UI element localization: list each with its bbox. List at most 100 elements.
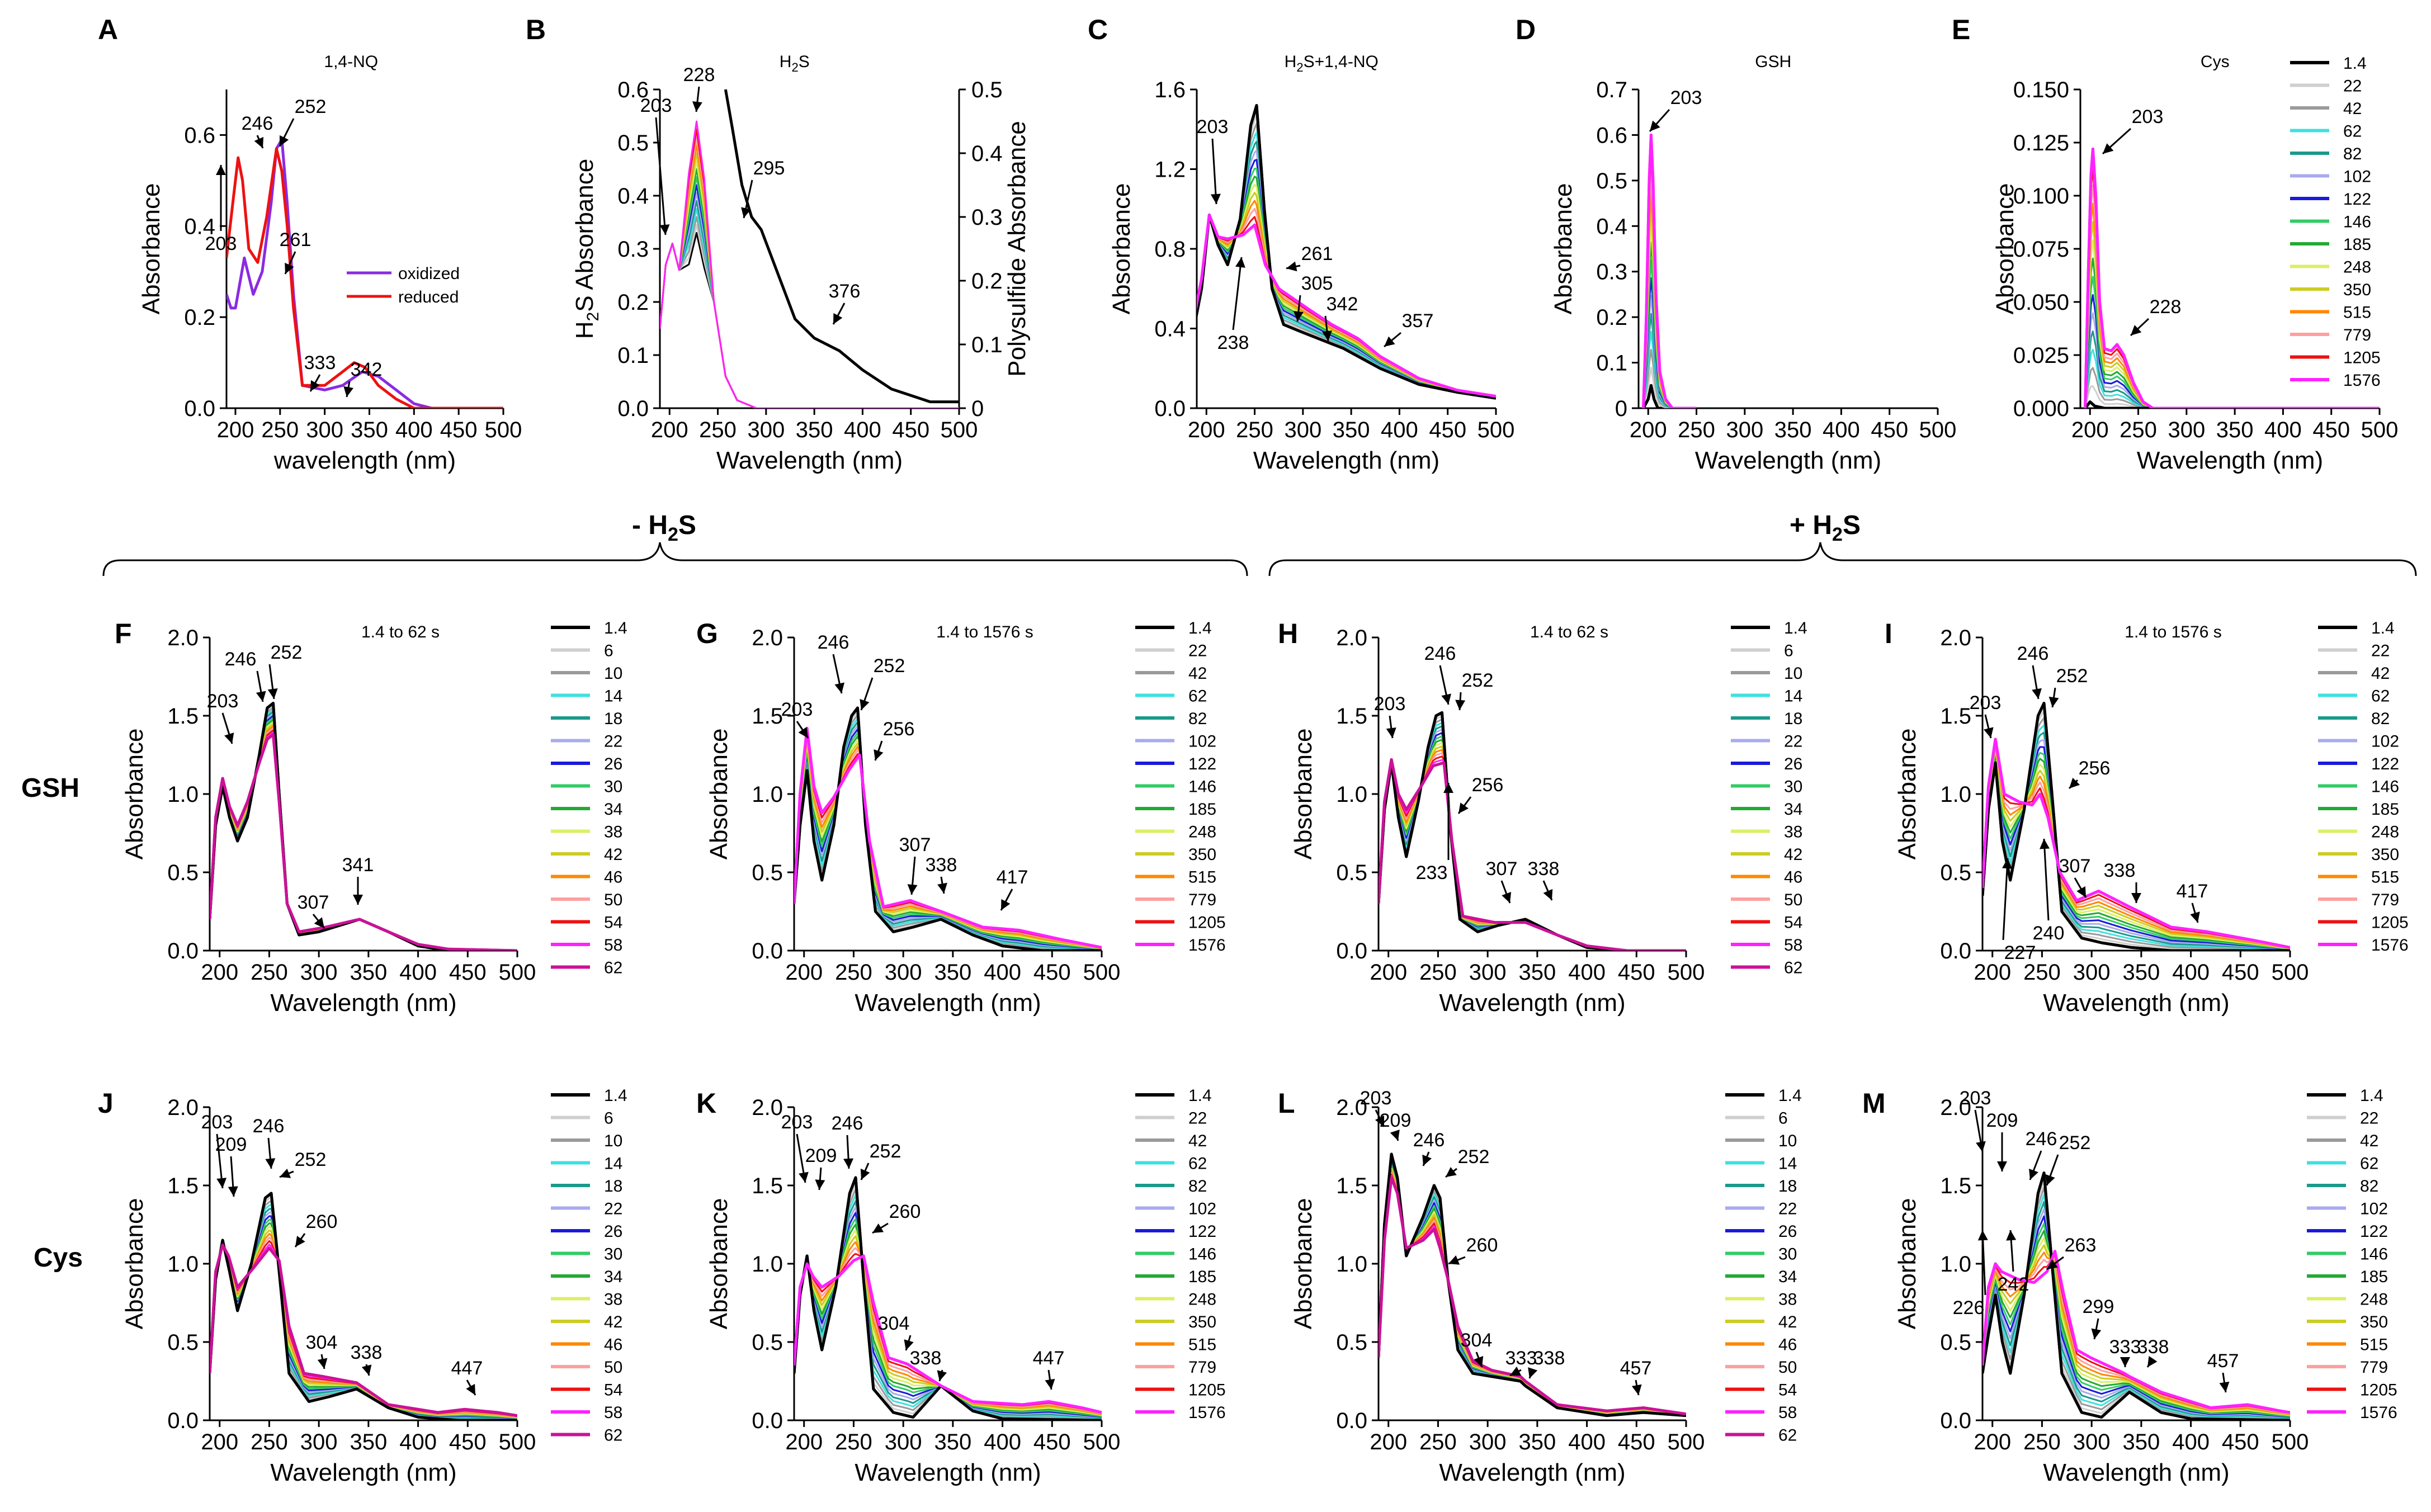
- x-tick-label: 250: [699, 418, 737, 442]
- legend-label: 82: [1188, 1177, 1207, 1196]
- annotation-label: 252: [1462, 670, 1494, 691]
- annotation-label: 447: [1033, 1348, 1065, 1369]
- legend-label: 1.4: [1188, 1086, 1212, 1105]
- annotation-label: 209: [805, 1145, 837, 1166]
- annotation-arrowhead: [2131, 893, 2141, 903]
- x-tick-label: 500: [941, 418, 978, 442]
- x-tick-label: 500: [485, 418, 522, 442]
- plot-area: [1197, 104, 1496, 400]
- legend-label: 62: [604, 959, 622, 977]
- y-tick-label: 0.5: [752, 861, 783, 885]
- x-tick-label: 400: [399, 1430, 437, 1454]
- series-line-1.4: [1379, 711, 1686, 951]
- y-tick-label: 2.0: [1336, 626, 1367, 650]
- annotation-label: 341: [342, 854, 374, 876]
- y-tick-label: 2.0: [1940, 626, 1971, 650]
- series-line-122: [794, 1212, 1102, 1418]
- legend-label: 350: [2343, 281, 2371, 299]
- annotation-arrowhead: [860, 1168, 870, 1180]
- legend-label: 26: [604, 755, 622, 773]
- annotation-label: 252: [271, 642, 303, 663]
- legend-label: 50: [604, 1358, 622, 1377]
- y-tick-label: 0.2: [1596, 305, 1627, 330]
- annotation-label: 203: [201, 1112, 233, 1133]
- annotation-arrowhead: [2076, 886, 2086, 897]
- legend-label: 1.4: [2371, 619, 2395, 637]
- x-tick-label: 200: [1974, 960, 2011, 985]
- annotation-label: 338: [1533, 1348, 1565, 1369]
- legend-label: 122: [2360, 1222, 2388, 1241]
- annotation-label: 261: [280, 229, 311, 251]
- series-line-1.4: [794, 1176, 1102, 1420]
- y-tick-label: 0.6: [1596, 123, 1627, 148]
- x-tick-label: 500: [2272, 960, 2309, 985]
- annotation-arrowhead: [1235, 257, 1245, 268]
- plot-area: [210, 702, 517, 951]
- x-tick-label: 350: [934, 1430, 971, 1454]
- y-tick-label: 1.0: [1940, 782, 1971, 807]
- series-line-1576: [794, 726, 1102, 949]
- legend-label: 1576: [2360, 1404, 2397, 1422]
- legend-label: 62: [2343, 122, 2362, 141]
- legend-label: 34: [604, 800, 622, 819]
- legend-label: 82: [2371, 710, 2390, 728]
- annotation-label: 227: [2004, 942, 2036, 963]
- legend-label: 102: [1188, 1200, 1216, 1218]
- legend-label: 122: [2343, 190, 2371, 209]
- y-tick-label: 0.0: [1336, 939, 1367, 963]
- annotation-label: 304: [1461, 1330, 1493, 1351]
- annotation-arrowhead: [2069, 777, 2080, 788]
- annotation-arrowhead: [254, 136, 264, 148]
- panel-letter-d: D: [1516, 14, 1536, 45]
- x-axis-label: Wavelength (nm): [270, 989, 456, 1017]
- plot-area: [660, 89, 959, 408]
- x-tick-label: 500: [1083, 1430, 1121, 1454]
- plot-area: [794, 706, 1102, 951]
- x-tick-label: 200: [651, 418, 688, 442]
- legend-label: 1.4: [1784, 619, 1807, 637]
- y-tick-label: 0.3: [1596, 260, 1627, 285]
- annotation-label: 246: [242, 113, 273, 134]
- annotation-label: 252: [870, 1141, 901, 1162]
- y-tick-label: 0.5: [1336, 1330, 1367, 1355]
- annotation-arrowhead: [2029, 1169, 2038, 1180]
- annotation-label: 228: [2150, 296, 2182, 318]
- annotation-label: 333: [1505, 1348, 1537, 1369]
- legend-label: 34: [1778, 1268, 1797, 1286]
- annotation-arrowhead: [1001, 899, 1011, 910]
- panel-j: J 200 250 300 350 400 450 500 0.0 0.5 1.0 1.5 2.0 Wav…: [98, 1086, 627, 1486]
- legend-label: 350: [1188, 845, 1216, 864]
- panel-d: D GSH 200 250 300 350 400 450 500 0 0.1 0.2 0.3 0.4 0.…: [1516, 14, 1956, 474]
- x-tick-label: 450: [1618, 1430, 1655, 1454]
- series-line-62: [210, 733, 517, 951]
- x-tick-label: 450: [449, 960, 487, 985]
- annotation-arrowhead: [2045, 1174, 2055, 1185]
- y-axis-label: Absorbance: [1991, 183, 2019, 315]
- annotation-arrowhead: [833, 313, 843, 324]
- x-tick-label: 350: [351, 418, 388, 442]
- annotation-arrowhead: [798, 727, 808, 738]
- legend-label: 1205: [1188, 914, 1226, 932]
- annotation-arrowhead: [1543, 889, 1553, 900]
- legend-label: 62: [1784, 959, 1802, 977]
- legend-label: 38: [604, 1291, 622, 1309]
- legend-label: 185: [2360, 1268, 2388, 1286]
- legend-label: 18: [1784, 710, 1802, 728]
- annotation-arrow: [1211, 138, 1217, 205]
- legend-label: 22: [604, 1200, 622, 1218]
- panel-title-b: H2S: [780, 53, 810, 74]
- annotation-label: 338: [2104, 860, 2136, 881]
- series-line-14: [210, 708, 517, 951]
- annotation-arrowhead: [280, 1169, 291, 1178]
- y-tick-label: 1.0: [1940, 1252, 1971, 1277]
- y-tick-label: 0.2: [184, 305, 215, 330]
- x-tick-label: 500: [499, 1430, 536, 1454]
- annotation-label: 246: [1413, 1130, 1445, 1151]
- x-tick-label: 350: [1333, 418, 1370, 442]
- annotation-arrowhead: [2040, 839, 2050, 849]
- legend-label: 146: [1188, 1245, 1216, 1264]
- annotation-label: 376: [829, 281, 861, 302]
- x-tick-label: 400: [1568, 1430, 1606, 1454]
- x-tick-label: 500: [499, 960, 536, 985]
